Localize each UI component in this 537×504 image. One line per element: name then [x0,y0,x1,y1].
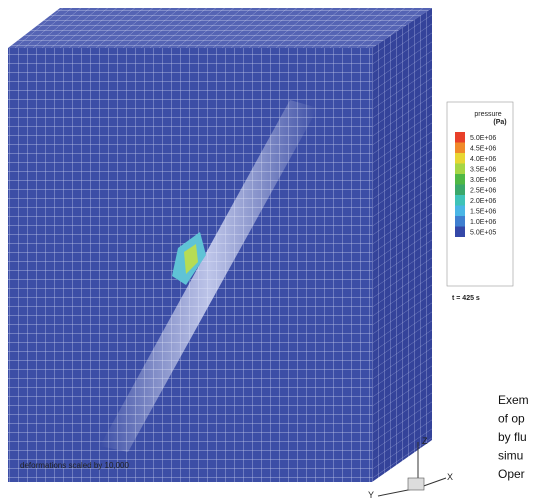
legend-label: 2.0E+06 [470,198,496,205]
caption: deformations scaled by 10,000 [20,461,130,470]
side-text: Exem of op by flu simu Oper [498,393,529,481]
side-line: Oper [498,467,525,481]
legend-label: 4.5E+06 [470,146,496,153]
legend-label: 1.5E+06 [470,209,496,216]
side-line: simu [498,449,523,463]
legend-swatch [455,132,465,143]
legend-label: 5.0E+05 [470,230,496,237]
legend-label: 1.0E+06 [470,219,496,226]
legend-swatch [455,174,465,185]
x-label: X [447,472,453,482]
side-line: of op [498,412,525,426]
figure: pressure (Pa) 5.0E+06 4.5E+06 4.0E+06 3.5E+… [0,0,537,504]
y-label: Y [368,490,374,500]
legend-swatch [455,195,465,206]
legend-label: 3.0E+06 [470,177,496,184]
cube-side [372,8,432,482]
legend-swatch [455,227,465,238]
legend-unit: (Pa) [493,119,506,126]
legend-swatch [455,153,465,164]
legend-swatch [455,164,465,175]
legend-label: 5.0E+06 [470,135,496,142]
z-label: Z [422,436,428,446]
legend-swatch [455,143,465,154]
legend-swatch [455,216,465,227]
triad-box [408,478,424,490]
legend-label: 2.5E+06 [470,188,496,195]
cube-top [8,8,432,48]
page: {"legend": {"title": "pressure", "unit":… [0,0,537,504]
legend-title: pressure [474,111,501,118]
legend-swatch [455,206,465,217]
side-line: Exem [498,393,529,407]
side-line: by flu [498,430,527,444]
time-label: t = 425 s [452,295,480,302]
legend-label: 4.0E+06 [470,156,496,163]
legend-label: 3.5E+06 [470,167,496,174]
legend-swatch [455,185,465,196]
